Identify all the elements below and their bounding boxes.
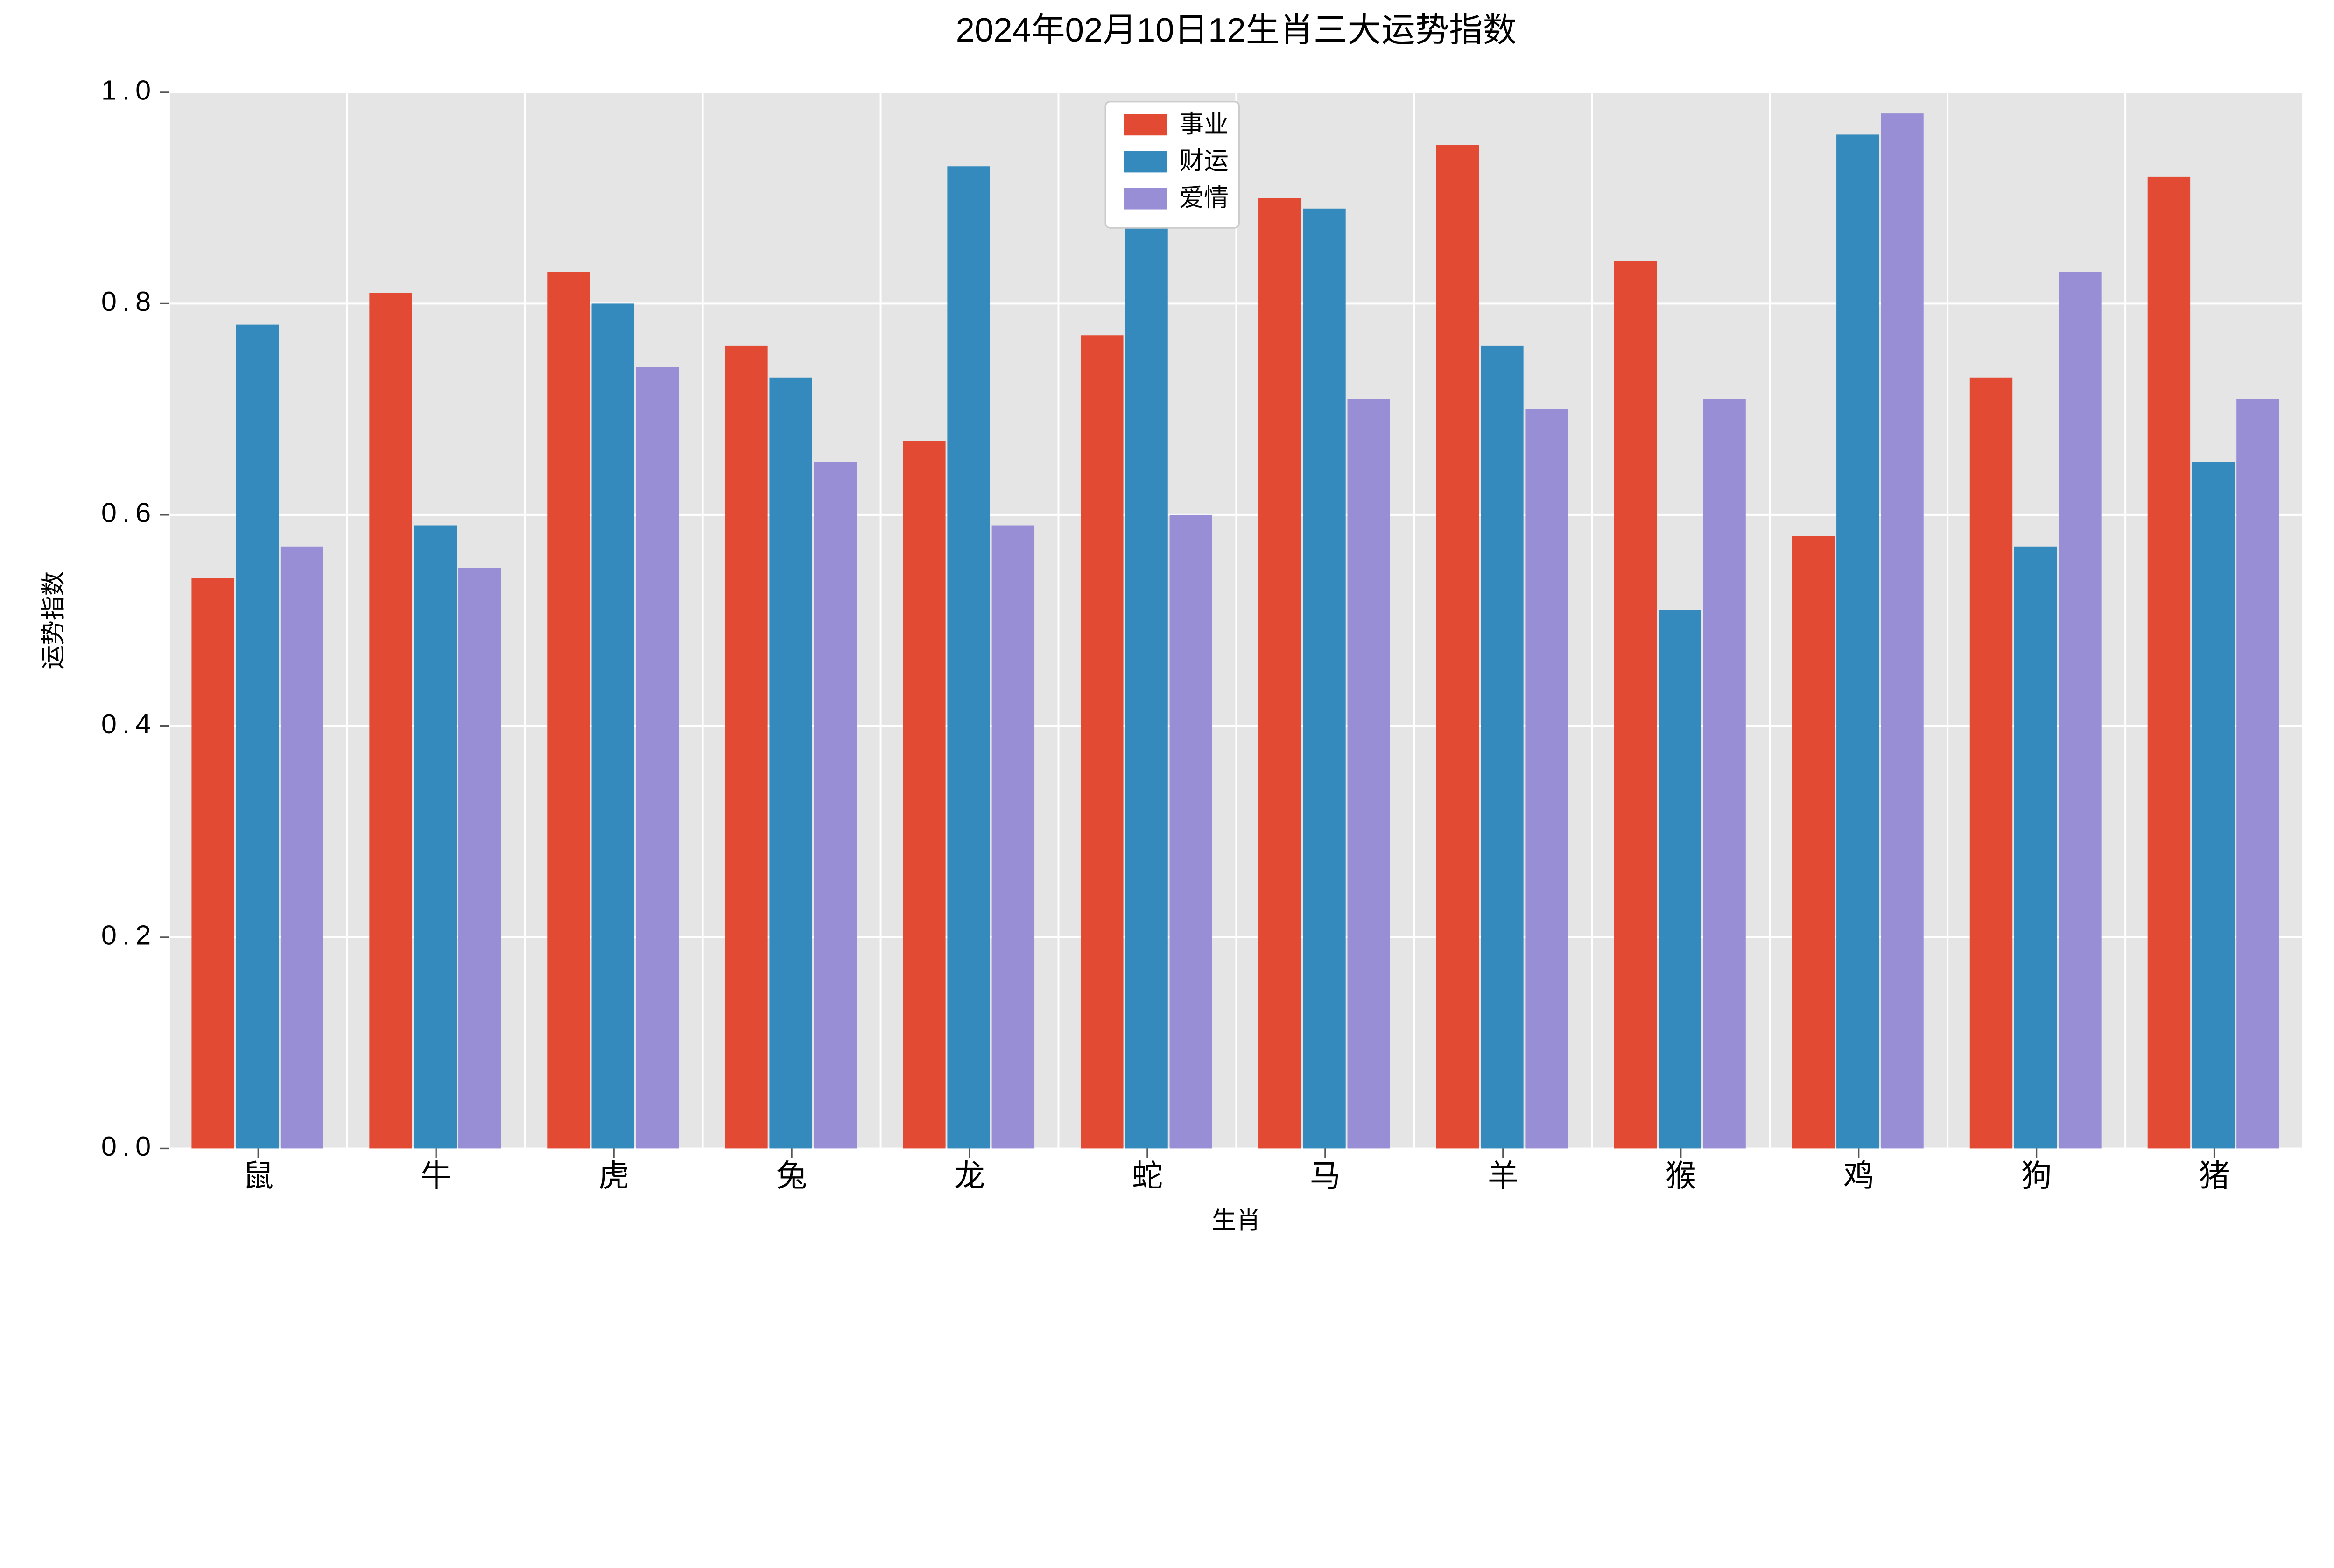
bar [725, 346, 767, 1149]
bar [281, 547, 323, 1149]
bar [992, 526, 1034, 1149]
bar [369, 293, 412, 1149]
x-tick-label: 鸡 [1843, 1158, 1874, 1193]
x-tick-label: 蛇 [1132, 1158, 1163, 1193]
bar [769, 378, 812, 1149]
y-tick-label: 0 . 8 [101, 286, 151, 317]
bar [814, 462, 857, 1149]
bar [1970, 378, 2012, 1149]
plot-area [169, 92, 2303, 1149]
bar [458, 568, 501, 1148]
bar [1481, 346, 1523, 1149]
x-tick-label: 狗 [2021, 1158, 2052, 1193]
bar [1303, 209, 1345, 1149]
bar [1614, 261, 1657, 1149]
y-tick-label: 0 . 0 [101, 1131, 151, 1162]
legend-label: 财运 [1179, 147, 1229, 175]
bar [1436, 145, 1479, 1148]
bar [592, 303, 634, 1148]
y-tick-label: 1 . 0 [101, 75, 151, 106]
y-tick-label: 0 . 6 [101, 497, 151, 528]
chart-svg: 2024年02月10日12生肖三大运势指数 0 . 0 0 . 2 0 . 4 0 .… [0, 0, 2334, 1287]
bar [2059, 272, 2101, 1149]
bar [1836, 134, 1879, 1148]
x-tick-label: 猴 [1666, 1158, 1696, 1193]
bar [1792, 536, 1835, 1148]
x-tick-label: 鼠 [243, 1158, 274, 1193]
bar [2236, 399, 2279, 1148]
bar [1170, 515, 1212, 1149]
legend-swatch [1124, 188, 1167, 209]
bar [2014, 547, 2057, 1149]
x-tick-label: 牛 [421, 1158, 451, 1193]
x-tick-label: 羊 [1488, 1158, 1519, 1193]
bar [236, 325, 279, 1149]
bar [2148, 177, 2190, 1149]
chart-title: 2024年02月10日12生肖三大运势指数 [956, 11, 1517, 49]
legend-swatch [1124, 114, 1167, 135]
x-tick-label: 兔 [776, 1158, 807, 1193]
bar [1081, 335, 1123, 1148]
bar [1525, 409, 1568, 1149]
bar [636, 367, 679, 1148]
x-tick-label: 龙 [954, 1158, 985, 1193]
x-tick-label: 虎 [598, 1158, 629, 1193]
bar [947, 166, 990, 1148]
legend-swatch [1124, 151, 1167, 172]
bar [191, 578, 234, 1149]
bar [414, 526, 457, 1149]
zodiac-fortune-chart: 2024年02月10日12生肖三大运势指数 0 . 0 0 . 2 0 . 4 0 .… [0, 0, 2334, 1287]
bar [1348, 399, 1390, 1148]
x-axis-label: 生肖 [1212, 1207, 1261, 1234]
bar [903, 441, 945, 1149]
x-tick-label: 猪 [2199, 1158, 2230, 1193]
bar [1258, 198, 1301, 1148]
legend-label: 事业 [1179, 110, 1229, 138]
bar [1125, 145, 1167, 1148]
bar [547, 272, 590, 1149]
legend-label: 爱情 [1179, 184, 1229, 212]
bar [1659, 610, 1701, 1149]
legend: 事业财运爱情 [1105, 102, 1239, 228]
y-tick-label: 0 . 4 [101, 708, 151, 739]
y-tick-label: 0 . 2 [101, 920, 151, 951]
x-tick-label: 马 [1310, 1158, 1341, 1193]
y-axis-label: 运势指数 [40, 571, 67, 670]
bar [2192, 462, 2235, 1149]
bar [1703, 399, 1745, 1148]
bar [1881, 113, 1923, 1148]
